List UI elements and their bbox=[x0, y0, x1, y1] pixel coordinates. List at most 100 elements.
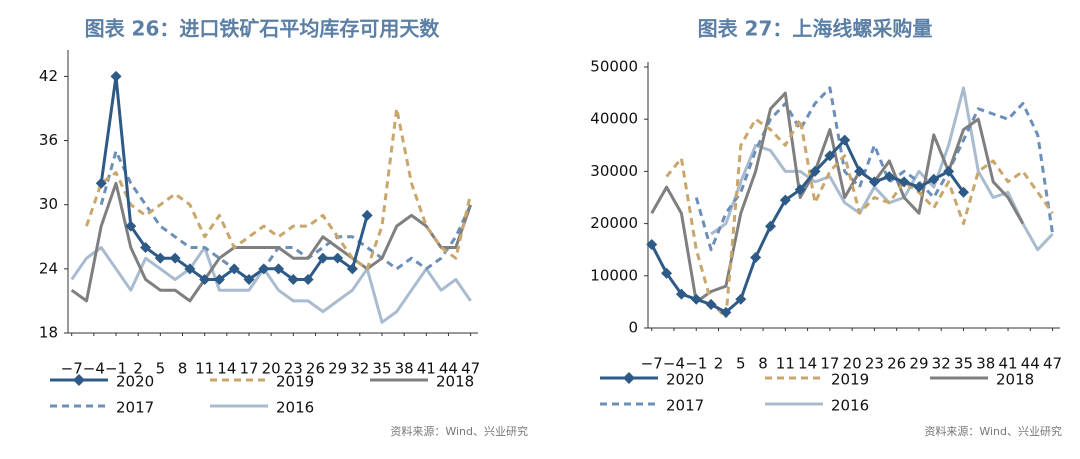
x-tick-label: 11 bbox=[195, 360, 214, 378]
x-tick-label: 14 bbox=[798, 355, 817, 373]
x-tick-label: 44 bbox=[439, 360, 458, 378]
x-tick-label: 32 bbox=[350, 360, 369, 378]
legend-label: 2018 bbox=[436, 373, 474, 391]
legend-label: 2020 bbox=[116, 373, 154, 391]
y-tick-label: 36 bbox=[39, 131, 58, 149]
marker bbox=[317, 252, 329, 264]
x-tick-label: 23 bbox=[284, 360, 303, 378]
y-tick-label: 30 bbox=[39, 195, 58, 213]
y-tick-label: 40000 bbox=[590, 110, 638, 128]
legend-marker bbox=[623, 372, 635, 384]
marker bbox=[184, 263, 196, 275]
series-line bbox=[70, 246, 472, 324]
y-tick-label: 10000 bbox=[590, 266, 638, 284]
legend-label: 2019 bbox=[831, 371, 869, 389]
x-tick-label: −1 bbox=[105, 360, 127, 378]
x-tick-label: 26 bbox=[887, 355, 906, 373]
x-tick-label: 23 bbox=[865, 355, 884, 373]
marker bbox=[199, 274, 211, 286]
marker bbox=[243, 274, 255, 286]
x-tick-label: 20 bbox=[843, 355, 862, 373]
series-line bbox=[85, 107, 473, 271]
chart-title: 图表 26：进口铁矿石平均库存可用天数 bbox=[85, 17, 441, 41]
marker bbox=[258, 263, 270, 275]
marker bbox=[273, 263, 285, 275]
marker bbox=[332, 252, 344, 264]
legend-label: 2018 bbox=[996, 371, 1034, 389]
x-tick-label: 5 bbox=[736, 355, 746, 373]
x-tick-label: 2 bbox=[133, 360, 143, 378]
x-tick-label: 8 bbox=[758, 355, 768, 373]
marker bbox=[824, 150, 836, 162]
chart-title: 图表 27：上海线螺采购量 bbox=[698, 17, 933, 41]
x-tick-label: 29 bbox=[909, 355, 928, 373]
x-tick-label: 38 bbox=[976, 355, 995, 373]
x-tick-label: 2 bbox=[714, 355, 724, 373]
marker bbox=[154, 252, 166, 264]
legend-label: 2019 bbox=[276, 373, 314, 391]
marker bbox=[868, 176, 880, 188]
marker bbox=[839, 134, 851, 146]
marker bbox=[140, 241, 152, 253]
x-tick-label: 47 bbox=[461, 360, 480, 378]
source-note: 资料来源：Wind、兴业研究 bbox=[924, 424, 1062, 438]
y-tick-label: 50000 bbox=[590, 58, 638, 76]
legend-label: 2020 bbox=[666, 371, 704, 389]
series-line bbox=[694, 86, 1055, 252]
series-line bbox=[650, 138, 965, 314]
marker bbox=[125, 220, 137, 232]
marker bbox=[720, 306, 732, 318]
marker bbox=[928, 173, 940, 185]
marker bbox=[764, 220, 776, 232]
x-tick-label: 17 bbox=[239, 360, 258, 378]
x-tick-label: 41 bbox=[998, 355, 1017, 373]
x-tick-label: 32 bbox=[932, 355, 951, 373]
marker bbox=[943, 165, 955, 177]
x-tick-label: 38 bbox=[395, 360, 414, 378]
legend-label: 2016 bbox=[276, 399, 314, 417]
series-line bbox=[665, 117, 1054, 320]
y-tick-label: 20000 bbox=[590, 214, 638, 232]
y-tick-label: 30000 bbox=[590, 162, 638, 180]
y-tick-label: 42 bbox=[39, 67, 58, 85]
marker bbox=[809, 165, 821, 177]
marker bbox=[228, 263, 240, 275]
x-tick-label: 47 bbox=[1043, 355, 1062, 373]
marker bbox=[110, 70, 122, 82]
legend-label: 2016 bbox=[831, 397, 869, 415]
marker bbox=[794, 184, 806, 196]
x-tick-label: 26 bbox=[306, 360, 325, 378]
marker bbox=[750, 252, 762, 264]
series-line bbox=[70, 181, 473, 303]
marker bbox=[346, 263, 358, 275]
marker bbox=[854, 165, 866, 177]
x-tick-label: 35 bbox=[372, 360, 391, 378]
marker bbox=[302, 274, 314, 286]
marker bbox=[705, 299, 717, 311]
marker bbox=[675, 288, 687, 300]
marker bbox=[287, 274, 299, 286]
marker bbox=[735, 293, 747, 305]
x-tick-label: −7 bbox=[61, 360, 83, 378]
x-tick-label: 44 bbox=[1021, 355, 1040, 373]
marker bbox=[95, 177, 107, 189]
x-tick-label: 11 bbox=[776, 355, 795, 373]
x-tick-label: 41 bbox=[417, 360, 436, 378]
marker bbox=[913, 181, 925, 193]
marker bbox=[690, 293, 702, 305]
marker bbox=[661, 267, 673, 279]
y-tick-label: 24 bbox=[39, 259, 58, 277]
x-tick-label: 29 bbox=[328, 360, 347, 378]
marker bbox=[779, 194, 791, 206]
x-tick-label: 17 bbox=[820, 355, 839, 373]
marker bbox=[213, 274, 225, 286]
marker bbox=[883, 171, 895, 183]
x-tick-label: −1 bbox=[685, 355, 707, 373]
legend-label: 2017 bbox=[666, 397, 704, 415]
x-tick-label: 20 bbox=[262, 360, 281, 378]
marker bbox=[957, 186, 969, 198]
series-line bbox=[99, 149, 472, 281]
x-tick-label: −4 bbox=[83, 360, 105, 378]
x-tick-label: −4 bbox=[663, 355, 685, 373]
